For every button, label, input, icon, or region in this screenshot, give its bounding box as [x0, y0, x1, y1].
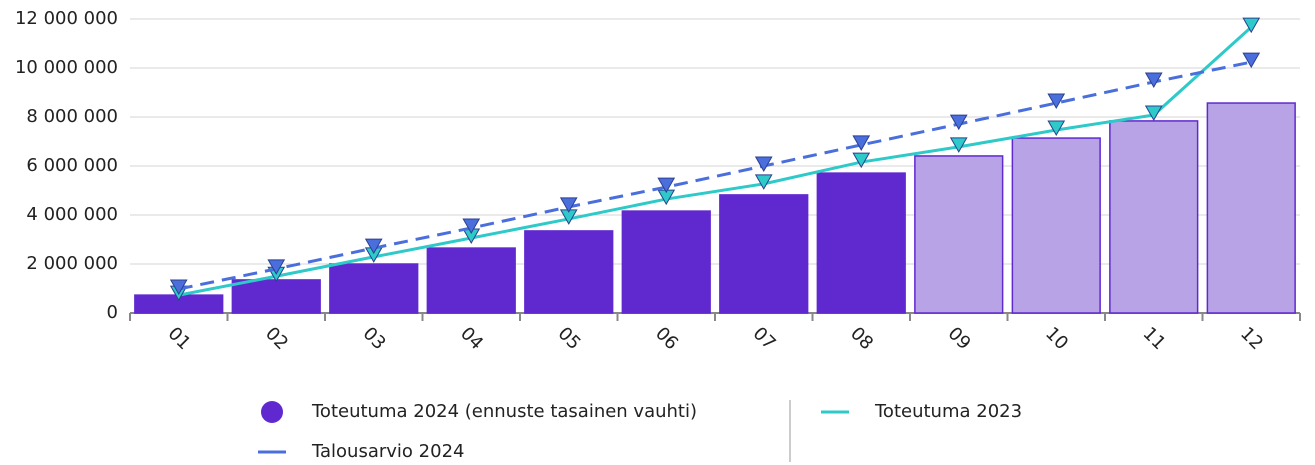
x-tick-label: 07: [749, 323, 780, 354]
bar: [621, 210, 711, 314]
line: [178, 60, 1252, 291]
line: [178, 25, 1253, 297]
bar: [1206, 102, 1296, 314]
legend-label: Toteutuma 2024 (ennuste tasainen vauhti): [311, 401, 697, 422]
bar: [426, 247, 516, 314]
x-tick-label: 04: [456, 323, 487, 354]
marker: [949, 137, 968, 153]
bar: [719, 194, 809, 314]
bar: [914, 155, 1004, 314]
marker: [1144, 105, 1163, 122]
marker: [754, 156, 773, 173]
x-tick-label: 03: [359, 323, 390, 354]
marker: [364, 238, 383, 255]
y-tick-label: 10 000 000: [15, 57, 118, 78]
marker: [267, 259, 286, 275]
marker: [852, 152, 871, 169]
x-tick-label: 06: [651, 323, 682, 354]
bar: [1109, 120, 1199, 314]
marker: [1047, 120, 1066, 136]
legend-label: Toteutuma 2023: [874, 401, 1022, 422]
marker: [754, 174, 773, 190]
marker: [559, 197, 578, 213]
x-tick-label: 12: [1236, 323, 1267, 354]
y-tick-label: 2 000 000: [26, 253, 118, 274]
x-tick-label: 09: [944, 323, 975, 354]
x-tick-label: 08: [846, 323, 877, 354]
bar: [329, 263, 419, 314]
y-tick-label: 12 000 000: [15, 8, 118, 29]
marker: [1047, 93, 1066, 110]
x-tick-label: 05: [554, 323, 585, 354]
y-tick-label: 8 000 000: [26, 106, 118, 127]
bar: [231, 279, 321, 314]
y-tick-label: 6 000 000: [26, 155, 118, 176]
marker: [949, 114, 968, 131]
legend-label: Talousarvio 2024: [311, 441, 464, 462]
bar: [524, 230, 614, 314]
x-tick-label: 01: [164, 323, 195, 354]
bar: [1011, 137, 1101, 314]
bar: [816, 172, 906, 314]
x-tick-label: 02: [261, 323, 292, 354]
marker: [169, 279, 188, 295]
x-tick-label: 10: [1041, 323, 1072, 354]
marker: [1242, 52, 1261, 69]
y-tick-label: 4 000 000: [26, 204, 118, 225]
x-tick-label: 11: [1139, 323, 1170, 354]
y-tick-label: 0: [107, 302, 118, 323]
marker: [852, 135, 871, 151]
legend-swatch: [261, 401, 283, 423]
marker: [462, 218, 481, 234]
marker: [657, 177, 676, 194]
marker: [1144, 72, 1163, 88]
marker: [1242, 17, 1261, 34]
